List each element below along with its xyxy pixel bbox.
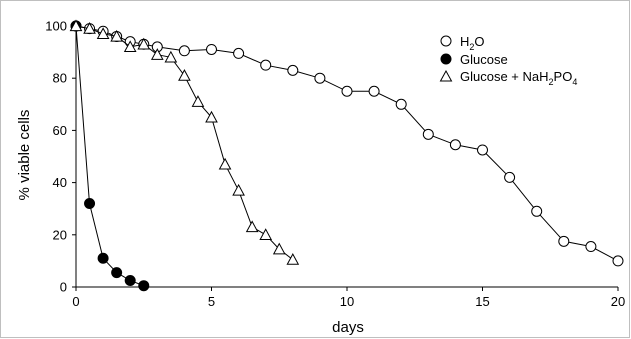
data-point — [287, 64, 299, 76]
data-point — [111, 267, 123, 279]
x-tick-label: 10 — [340, 294, 354, 309]
x-tick-label: 20 — [611, 294, 625, 309]
data-point — [531, 205, 543, 217]
data-point — [260, 59, 272, 71]
legend-item-glucose-phosphate: Glucose + NaH2PO4 — [439, 69, 577, 87]
data-point — [164, 50, 178, 63]
y-tick-label: 40 — [53, 175, 67, 190]
data-point — [191, 95, 205, 107]
legend-item-glucose: Glucose — [440, 52, 508, 67]
legend-label-glucose-phosphate: Glucose + NaH2PO4 — [460, 69, 577, 87]
data-point — [272, 242, 286, 255]
data-point — [137, 37, 151, 50]
data-point — [245, 220, 259, 233]
data-point — [123, 40, 137, 53]
data-point — [138, 280, 150, 292]
legend-item-h2o: H2O — [440, 34, 485, 52]
y-tick-label: 20 — [53, 227, 67, 242]
series-line — [75, 25, 144, 287]
data-point — [449, 139, 461, 151]
series-line — [75, 25, 619, 262]
data-point — [178, 69, 191, 81]
data-point — [178, 45, 190, 57]
legend-marker-filled-circle — [440, 53, 452, 65]
data-point — [504, 171, 516, 183]
data-point — [110, 29, 123, 42]
data-point — [286, 253, 300, 265]
series-triangle-open — [69, 19, 300, 265]
data-point — [124, 274, 136, 286]
data-point — [341, 85, 353, 97]
y-tick-label: 0 — [60, 280, 67, 295]
data-point — [96, 27, 110, 40]
data-point — [558, 235, 570, 247]
data-point — [233, 47, 245, 59]
data-point — [150, 48, 164, 60]
data-point — [83, 22, 96, 34]
data-point — [314, 72, 326, 84]
y-tick-label: 80 — [53, 71, 67, 86]
data-point — [585, 241, 597, 253]
y-axis-label: % viable cells — [16, 110, 33, 201]
ticks: 0 20 40 60 80 100 0 5 10 15 20 — [45, 19, 625, 310]
data-point — [205, 110, 218, 123]
data-point — [218, 157, 232, 170]
legend-marker-open-circle — [440, 35, 452, 47]
x-axis-label: days — [332, 319, 364, 336]
data-point — [612, 255, 624, 267]
data-point — [232, 183, 245, 196]
legend-marker-open-triangle — [439, 69, 453, 82]
data-point — [206, 43, 217, 55]
data-point — [259, 228, 273, 240]
series-layer — [69, 19, 624, 292]
data-point — [368, 85, 380, 97]
data-point — [477, 144, 488, 156]
data-point — [395, 98, 407, 110]
x-tick-label: 5 — [208, 294, 215, 309]
x-tick-label: 15 — [475, 294, 489, 309]
y-tick-label: 60 — [53, 123, 67, 138]
data-point — [97, 252, 109, 264]
data-point — [422, 128, 434, 140]
legend-label-glucose: Glucose — [460, 52, 508, 67]
series-circle-filled — [70, 20, 150, 292]
legend-label-h2o: H2O — [460, 34, 485, 52]
series-line — [75, 25, 294, 260]
data-point — [84, 197, 96, 209]
legend: H2O Glucose Glucose + NaH2PO4 — [439, 34, 577, 87]
y-tick-label: 100 — [45, 19, 67, 34]
x-tick-label: 0 — [72, 294, 79, 309]
data-point — [69, 19, 83, 32]
